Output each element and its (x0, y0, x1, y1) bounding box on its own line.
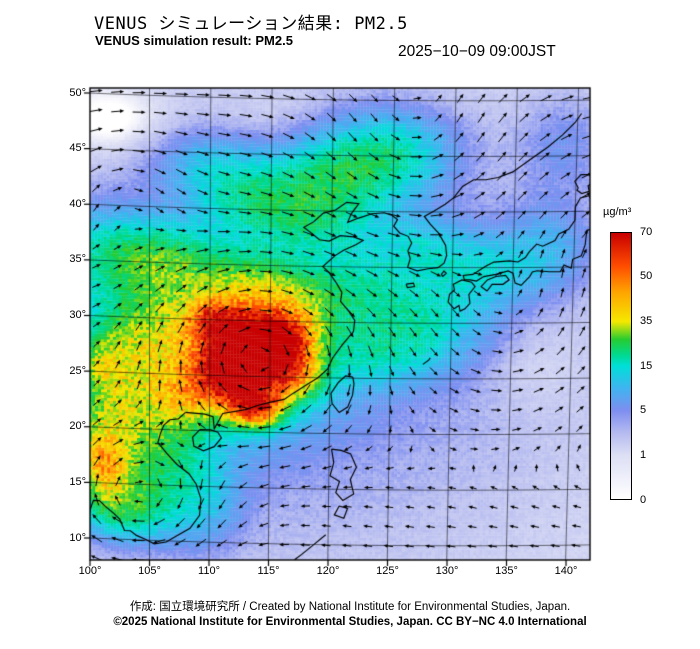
lat-tick-label: 35° (69, 253, 86, 266)
colorbar-tick-label: 0 (640, 493, 647, 506)
colorbar-tick-label: 35 (640, 314, 653, 327)
lat-tick-label: 40° (69, 197, 86, 210)
colorbar-tick-label: 15 (640, 359, 653, 372)
colorbar-tick-label: 70 (640, 225, 653, 238)
credit-line: 作成: 国立環境研究所 / Created by National Instit… (129, 601, 571, 613)
page-title-japanese: VENUS シミュレーション結果: PM2.5 (94, 14, 408, 34)
lon-tick-label: 105° (138, 565, 161, 577)
lon-tick-label: 115° (257, 565, 280, 577)
lon-tick-label: 140° (554, 565, 578, 577)
lat-tick-label: 45° (69, 142, 86, 155)
colorbar-tick-label: 50 (640, 270, 653, 283)
lat-tick-label: 10° (69, 531, 86, 544)
page-title-english: VENUS simulation result: PM2.5 (95, 33, 293, 48)
colorbar-tick-label: 5 (640, 404, 647, 417)
colorbar (610, 232, 632, 500)
lon-tick-label: 135° (495, 565, 518, 577)
lon-tick-label: 130° (435, 565, 459, 577)
lat-tick-label: 15° (69, 475, 86, 488)
colorbar-unit: µg/m³ (603, 206, 632, 218)
lat-tick-label: 30° (69, 309, 86, 321)
lon-tick-label: 125° (376, 565, 399, 577)
lon-tick-label: 100° (78, 565, 102, 577)
colorbar-tick-label: 1 (640, 448, 647, 461)
lat-tick-label: 50° (69, 86, 86, 99)
license-line: ©2025 National Institute for Environment… (113, 616, 587, 628)
lat-tick-label: 20° (69, 420, 86, 433)
lon-tick-label: 120° (316, 565, 340, 577)
lat-tick-label: 25° (69, 364, 86, 377)
timestamp: 2025−10−09 09:00JST (398, 43, 556, 60)
lon-tick-label: 110° (198, 565, 220, 577)
